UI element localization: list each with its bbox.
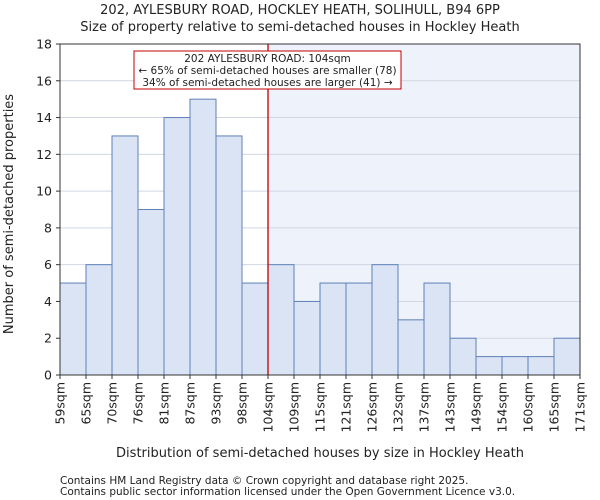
x-tick-label: 115sqm xyxy=(313,382,328,432)
x-tick-label: 76sqm xyxy=(131,382,146,425)
y-tick-label: 6 xyxy=(44,257,52,272)
annotation-box xyxy=(133,50,402,90)
bar xyxy=(501,356,529,376)
x-tick-label: 171sqm xyxy=(573,382,588,432)
y-tick-label: 8 xyxy=(44,220,52,235)
x-tick-label: 109sqm xyxy=(287,382,302,432)
x-tick-label: 104sqm xyxy=(261,382,276,432)
bar xyxy=(215,135,243,376)
x-tick-label: 70sqm xyxy=(105,382,120,425)
y-axis-label: Number of semi-detached properties xyxy=(2,94,17,334)
y-tick-label: 14 xyxy=(36,110,52,125)
y-tick-label: 4 xyxy=(44,294,52,309)
bar xyxy=(345,282,373,376)
bar xyxy=(267,264,295,376)
chart-subtitle: Size of property relative to semi-detach… xyxy=(80,20,519,35)
y-tick-label: 12 xyxy=(36,147,52,162)
annotation-line-2: ← 65% of semi-detached houses are smalle… xyxy=(138,65,396,77)
x-tick-label: 149sqm xyxy=(469,382,484,432)
bar xyxy=(111,135,139,376)
bar xyxy=(137,209,165,376)
x-tick-label: 87sqm xyxy=(183,382,198,425)
y-tick-label: 10 xyxy=(36,184,52,199)
y-tick-label: 0 xyxy=(44,368,52,383)
bar xyxy=(319,282,347,376)
bar xyxy=(527,356,555,376)
bar xyxy=(371,264,399,376)
bar xyxy=(397,319,425,376)
x-tick-label: 132sqm xyxy=(391,382,406,432)
chart-title: 202, AYLESBURY ROAD, HOCKLEY HEATH, SOLI… xyxy=(100,3,500,18)
bar xyxy=(163,117,191,376)
x-tick-label: 93sqm xyxy=(209,382,224,425)
annotation-line-1: 202 AYLESBURY ROAD: 104sqm xyxy=(184,53,351,65)
bar xyxy=(59,282,87,376)
x-axis-label: Distribution of semi-detached houses by … xyxy=(116,446,524,461)
y-tick-label: 18 xyxy=(36,37,52,52)
x-axis-ticks: 59sqm 65sqm 70sqm 76sqm 81sqm 87sqm 93sqm 98sqm… xyxy=(53,375,588,432)
x-tick-label: 98sqm xyxy=(235,382,250,425)
x-tick-label: 165sqm xyxy=(547,382,562,432)
x-tick-label: 143sqm xyxy=(443,382,458,432)
bar xyxy=(475,356,503,376)
y-tick-label: 16 xyxy=(36,73,52,88)
y-tick-label: 2 xyxy=(44,331,52,346)
bar xyxy=(553,337,581,376)
annotation-line-3: 34% of semi-detached houses are larger (… xyxy=(142,77,393,89)
x-tick-label: 121sqm xyxy=(339,382,354,432)
footer-line-2: Contains public sector information licen… xyxy=(60,486,515,498)
bar xyxy=(85,264,113,376)
x-tick-label: 160sqm xyxy=(521,382,536,432)
x-tick-label: 137sqm xyxy=(417,382,432,432)
bar xyxy=(293,300,321,376)
bars xyxy=(59,98,581,376)
property-annotation: 202 AYLESBURY ROAD: 104sqm ← 65% of semi… xyxy=(133,50,402,90)
footer-line-1: Contains HM Land Registry data © Crown c… xyxy=(60,475,468,487)
bar xyxy=(423,282,451,376)
x-tick-label: 81sqm xyxy=(157,382,172,425)
bar xyxy=(449,337,477,376)
x-tick-label: 154sqm xyxy=(495,382,510,432)
x-tick-label: 59sqm xyxy=(53,382,68,425)
x-tick-label: 65sqm xyxy=(79,382,94,425)
y-axis-ticks: 0 2 4 6 8 10 12 14 16 18 xyxy=(36,37,60,383)
x-tick-label: 126sqm xyxy=(365,382,380,432)
bar xyxy=(189,98,217,376)
bar xyxy=(241,282,269,376)
